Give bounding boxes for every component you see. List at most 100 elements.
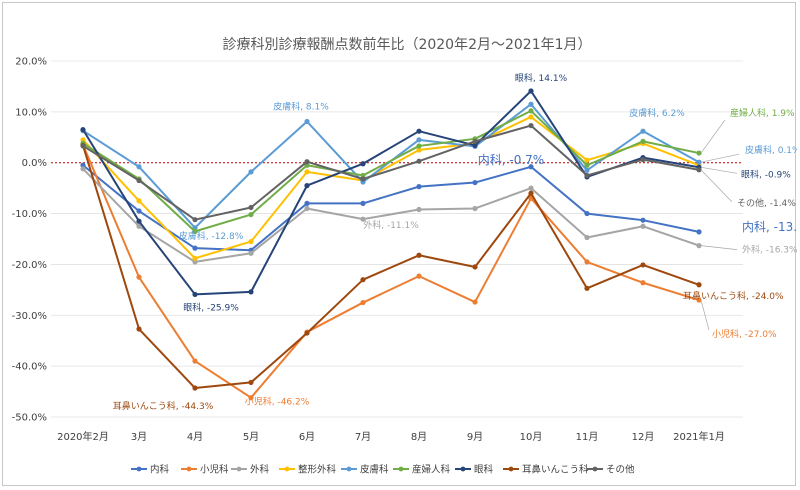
data-point — [640, 157, 646, 163]
data-label: 耳鼻いんこう科, -44.3% — [113, 400, 214, 412]
y-tick-label: -20.0% — [12, 260, 47, 271]
data-point — [192, 291, 198, 298]
data-point — [360, 299, 366, 306]
axes: 20.0% 10.0% 0.0% -10.0% -20.0% -30.0% -40.0% -5… — [12, 57, 725, 444]
y-tick-label: 20.0% — [15, 57, 47, 68]
legend-label: 眼科 — [474, 464, 494, 476]
series-3 — [80, 114, 702, 261]
data-label: 外科, -16.3% — [742, 244, 797, 256]
data-point — [304, 159, 310, 165]
legend-label: 内科 — [150, 464, 170, 476]
data-point — [136, 274, 142, 280]
legend-label: 小児科 — [200, 464, 229, 476]
data-point — [192, 217, 198, 223]
legend-marker — [398, 466, 404, 472]
data-point — [416, 252, 422, 258]
data-point — [416, 206, 422, 213]
x-tick-label: 3月 — [131, 431, 147, 443]
data-point — [584, 157, 590, 163]
label-leader-line — [700, 245, 738, 250]
data-point — [584, 259, 590, 265]
data-point — [696, 243, 702, 249]
data-point — [640, 262, 646, 268]
x-tick-label: 7月 — [355, 431, 371, 443]
legend-label: その他 — [606, 464, 635, 476]
series-line — [82, 168, 700, 263]
chart-title: 診療科別診療報酬点数前年比（2020年2月～2021年1月） — [222, 36, 591, 53]
data-point — [136, 177, 142, 184]
legend-marker — [236, 466, 242, 472]
series-line — [82, 164, 700, 252]
x-tick-label: 5月 — [243, 431, 259, 443]
data-point — [80, 127, 86, 133]
y-tick-label: -30.0% — [12, 311, 47, 322]
y-tick-label: -10.0% — [12, 209, 47, 220]
data-point — [472, 138, 478, 144]
series-lines — [80, 88, 702, 401]
data-point — [584, 167, 590, 173]
data-point — [248, 211, 254, 218]
data-point — [360, 172, 366, 179]
data-label: その他, -1.4% — [737, 197, 796, 209]
data-point — [696, 297, 702, 303]
y-tick-label: -40.0% — [12, 362, 47, 373]
data-label: 皮膚科, 8.1% — [273, 101, 329, 113]
legend-label: 整形外科 — [298, 464, 337, 476]
data-point — [248, 289, 254, 295]
data-point — [136, 198, 142, 204]
x-tick-label: 2020年2月 — [57, 430, 109, 443]
x-tick-label: 9月 — [467, 431, 483, 443]
x-tick-label: 8月 — [411, 431, 427, 443]
data-point — [472, 142, 478, 149]
label-leader-line — [700, 153, 740, 163]
data-point — [640, 280, 646, 286]
data-point — [304, 205, 310, 212]
legend-item: 整形外科 — [279, 464, 337, 476]
legend-marker — [136, 466, 142, 472]
data-point — [528, 101, 534, 107]
series-8 — [80, 122, 702, 223]
legend-item: 外科 — [231, 464, 270, 476]
legend-marker — [284, 466, 290, 472]
legend-item: 皮膚科 — [341, 464, 389, 476]
data-point — [528, 185, 534, 191]
data-point — [528, 88, 534, 94]
data-point — [584, 162, 590, 168]
legend-label: 皮膚科 — [360, 464, 389, 476]
label-leader-line — [700, 166, 738, 174]
data-label: 小児科, -27.0% — [712, 328, 777, 340]
data-point — [192, 259, 198, 265]
data-point — [416, 184, 422, 190]
data-point — [360, 216, 366, 222]
data-point — [136, 218, 142, 224]
legend-marker — [508, 466, 514, 472]
data-label: 耳鼻いんこう科, -24.0% — [683, 290, 784, 302]
data-point — [136, 164, 142, 170]
data-point — [584, 210, 590, 217]
data-point — [584, 172, 590, 179]
y-tick-label: 10.0% — [15, 107, 47, 118]
data-point — [528, 190, 534, 196]
data-point — [640, 223, 646, 229]
data-point — [528, 164, 534, 170]
data-point — [584, 234, 590, 241]
legend-marker — [346, 466, 352, 472]
data-point — [528, 108, 534, 114]
data-point — [304, 169, 310, 175]
data-point — [304, 330, 310, 336]
data-point — [248, 238, 254, 245]
data-point — [472, 264, 478, 270]
data-point — [416, 147, 422, 153]
data-label: 小児科, -46.2% — [245, 396, 310, 408]
legend-marker — [186, 466, 192, 472]
data-point — [304, 200, 310, 206]
series-line — [82, 115, 700, 260]
data-point — [360, 200, 366, 206]
data-point — [192, 228, 198, 234]
data-label: 内科, -13.6% — [742, 220, 797, 234]
x-tick-label: 6月 — [299, 431, 315, 443]
data-labels: 皮膚科, 8.1% 眼科, 14.1% 内科, -0.7% 皮膚科, 6.2% 産婦人科… — [113, 72, 797, 412]
label-leader-line — [700, 299, 710, 331]
legend-item: 内科 — [131, 464, 170, 476]
